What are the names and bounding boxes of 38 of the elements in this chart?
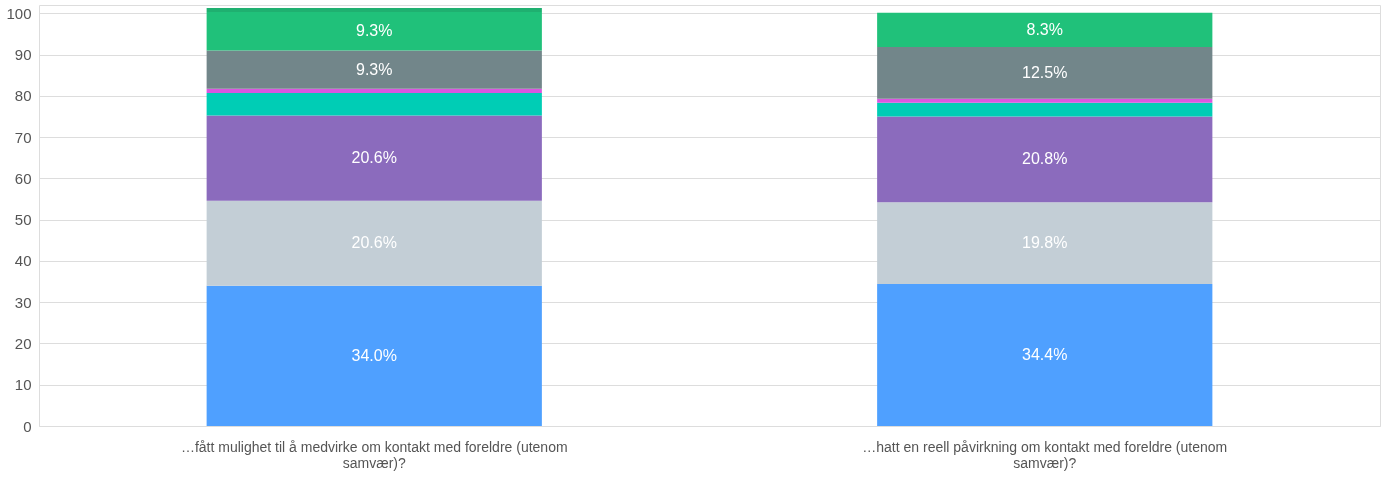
data-label: 34.0% [351, 346, 397, 364]
bar [206, 115, 542, 201]
y-tick-label: 50 [14, 211, 32, 229]
data-label: 8.3% [1026, 20, 1063, 38]
bar [877, 12, 1213, 48]
bar [206, 12, 542, 51]
bar [877, 202, 1213, 285]
data-label: 9.3% [356, 22, 393, 40]
bar [206, 92, 542, 116]
bar [877, 47, 1213, 99]
y-tick-label: 80 [14, 87, 32, 105]
data-label: 20.6% [351, 149, 397, 167]
data-label: 19.8% [1022, 234, 1068, 252]
bar [206, 50, 542, 89]
y-tick-label: 30 [14, 293, 32, 311]
bar [877, 284, 1213, 426]
data-label: 12.5% [1022, 63, 1068, 81]
bar [877, 98, 1213, 103]
y-tick-label: 0 [23, 417, 32, 435]
y-tick-label: 90 [14, 46, 32, 64]
y-tick-label: 40 [14, 252, 32, 270]
y-tick-label: 60 [14, 169, 32, 187]
data-label: 9.3% [356, 60, 393, 78]
bar [206, 7, 542, 13]
x-tick-label: …fått mulighet til å medvirke om kontakt med foreldre (utenom samvær)? [180, 438, 568, 471]
y-tick-label: 20 [14, 334, 32, 352]
bar [877, 102, 1213, 117]
bar [877, 116, 1213, 203]
data-label: 20.6% [351, 234, 397, 252]
x-tick-label: …hatt en reell påvirkning om kontakt med foreldre (utenom samvær)? [862, 438, 1228, 471]
y-tick-label: 70 [14, 128, 32, 146]
bar [206, 88, 542, 93]
data-label: 20.8% [1022, 150, 1068, 168]
y-tick-label: 100 [6, 4, 32, 22]
bar [206, 200, 542, 286]
data-label: 34.4% [1022, 346, 1068, 364]
bar [206, 285, 542, 426]
y-tick-label: 10 [14, 376, 32, 394]
